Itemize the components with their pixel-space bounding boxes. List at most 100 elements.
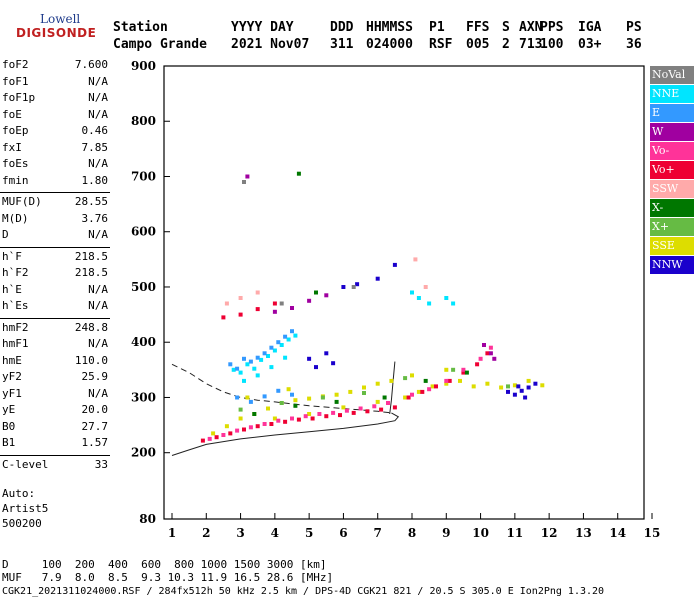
- echo-point-e: [276, 388, 281, 393]
- echo-point-x-: [423, 378, 428, 383]
- echo-point-vo-plus: [238, 312, 243, 317]
- echo-point-noval: [279, 301, 284, 306]
- trace-curve-solid: [171, 412, 400, 456]
- param-key: hmF2: [2, 320, 29, 334]
- echo-point-vo-plus: [461, 370, 466, 375]
- echo-point-noval: [351, 285, 356, 289]
- echo-point-sse: [375, 381, 380, 386]
- echo-point-nne: [427, 301, 432, 306]
- header-value-station: Campo Grande: [113, 37, 207, 52]
- logo-product: DIGISONDE: [16, 26, 97, 40]
- param-row-d: D N/A: [2, 228, 108, 244]
- x-tick-label: 2: [202, 526, 210, 540]
- legend-item-e: E: [650, 104, 694, 122]
- y-tick-label: 700: [131, 169, 156, 183]
- echo-point-nne: [252, 366, 257, 371]
- param-separator: [0, 454, 110, 456]
- param-value: N/A: [88, 386, 108, 400]
- param-row-foep: foEp 0.46: [2, 124, 108, 140]
- echo-point-nnw: [516, 384, 521, 389]
- param-row-c-level: C-level 33: [2, 458, 108, 474]
- echo-point-vo-: [410, 392, 414, 397]
- echo-point-vo-plus: [485, 351, 490, 356]
- param-value: 25.9: [81, 370, 109, 383]
- param-value: N/A: [88, 157, 108, 170]
- param-value: N/A: [88, 107, 108, 121]
- echo-point-vo-: [488, 345, 493, 350]
- trace-curve-solid: [389, 361, 396, 415]
- echo-point-vo-: [276, 418, 281, 423]
- footer-file-info: CGK21_2021311024000.RSF / 284fx512h 50 k…: [2, 586, 605, 597]
- echo-point-e: [242, 356, 246, 361]
- echo-point-e: [262, 394, 267, 399]
- echo-point-sse: [389, 378, 394, 383]
- echo-point-nnw: [512, 392, 517, 397]
- header-value-yyyy-day: 2021 Nov07: [231, 37, 310, 52]
- echo-point-ssw: [423, 285, 428, 289]
- header-value-iga: 03+: [578, 37, 602, 52]
- x-tick-label: 13: [575, 526, 592, 540]
- param-key: B1: [2, 436, 16, 449]
- y-tick-label: 80: [139, 512, 156, 526]
- echo-point-x-plus: [238, 407, 243, 412]
- autoscaling-code: 500200: [2, 517, 42, 530]
- legend-item-noval: NoVal: [650, 66, 694, 84]
- header-value-hhmmss: 024000: [366, 37, 413, 52]
- param-value: 3.76: [81, 211, 109, 225]
- echo-point-w: [272, 309, 277, 314]
- y-tick-label: 800: [131, 114, 156, 128]
- echo-point-nnw: [392, 262, 397, 267]
- y-tick-label: 300: [131, 390, 156, 404]
- legend-item-ssw: SSW: [650, 180, 694, 198]
- echo-point-vo-: [207, 436, 212, 441]
- x-tick-label: 11: [507, 526, 524, 540]
- echo-point-sse: [362, 385, 366, 390]
- echo-point-ssw: [238, 296, 243, 300]
- echo-point-sse: [286, 387, 291, 392]
- echo-point-vo-plus: [406, 395, 411, 400]
- echo-point-sse: [410, 373, 414, 378]
- y-tick-label: 200: [131, 446, 156, 460]
- param-row-fmin: fmin 1.80: [2, 174, 108, 190]
- echo-point-sse: [444, 367, 449, 372]
- echo-point-nnw: [519, 388, 524, 393]
- echo-point-x-: [314, 290, 318, 295]
- param-row-h-es: h`Es N/A: [2, 299, 108, 315]
- echo-point-e: [235, 395, 240, 400]
- echo-point-sse: [341, 405, 346, 410]
- echo-point-sse: [293, 398, 298, 403]
- echo-point-nne: [416, 296, 421, 300]
- echo-point-vo-plus: [392, 405, 397, 410]
- echo-point-w: [307, 298, 312, 303]
- echo-point-w: [324, 293, 329, 298]
- echo-point-sse: [334, 392, 339, 397]
- x-tick-label: 14: [609, 526, 626, 540]
- param-key: M(D): [2, 211, 29, 225]
- echo-point-vo-plus: [214, 435, 219, 440]
- x-tick-label: 5: [305, 526, 313, 540]
- echo-point-w: [245, 174, 250, 179]
- echo-point-x-: [293, 403, 298, 408]
- echo-point-nnw: [523, 395, 528, 400]
- echo-point-sse: [272, 416, 277, 421]
- param-value: 0.46: [81, 124, 109, 137]
- param-key: yE: [2, 403, 16, 416]
- echo-point-nne: [269, 365, 274, 370]
- echo-point-x-: [464, 370, 469, 375]
- echo-point-vo-: [478, 356, 483, 361]
- header-label-hhmmss: HHMMSS: [366, 20, 413, 35]
- echo-point-vo-: [372, 404, 377, 409]
- param-value: N/A: [88, 299, 108, 312]
- echo-point-vo-: [444, 378, 449, 383]
- echo-point-e: [248, 399, 253, 404]
- echo-point-nne: [238, 370, 243, 375]
- echo-point-vo-: [317, 412, 322, 416]
- echo-point-e: [262, 351, 267, 356]
- echo-point-vo-plus: [255, 307, 260, 312]
- x-tick-label: 3: [236, 526, 244, 540]
- echo-point-vo-plus: [272, 301, 277, 306]
- echo-point-vo-plus: [310, 416, 315, 421]
- echo-point-nnw: [314, 365, 318, 370]
- y-tick-label: 400: [131, 335, 156, 349]
